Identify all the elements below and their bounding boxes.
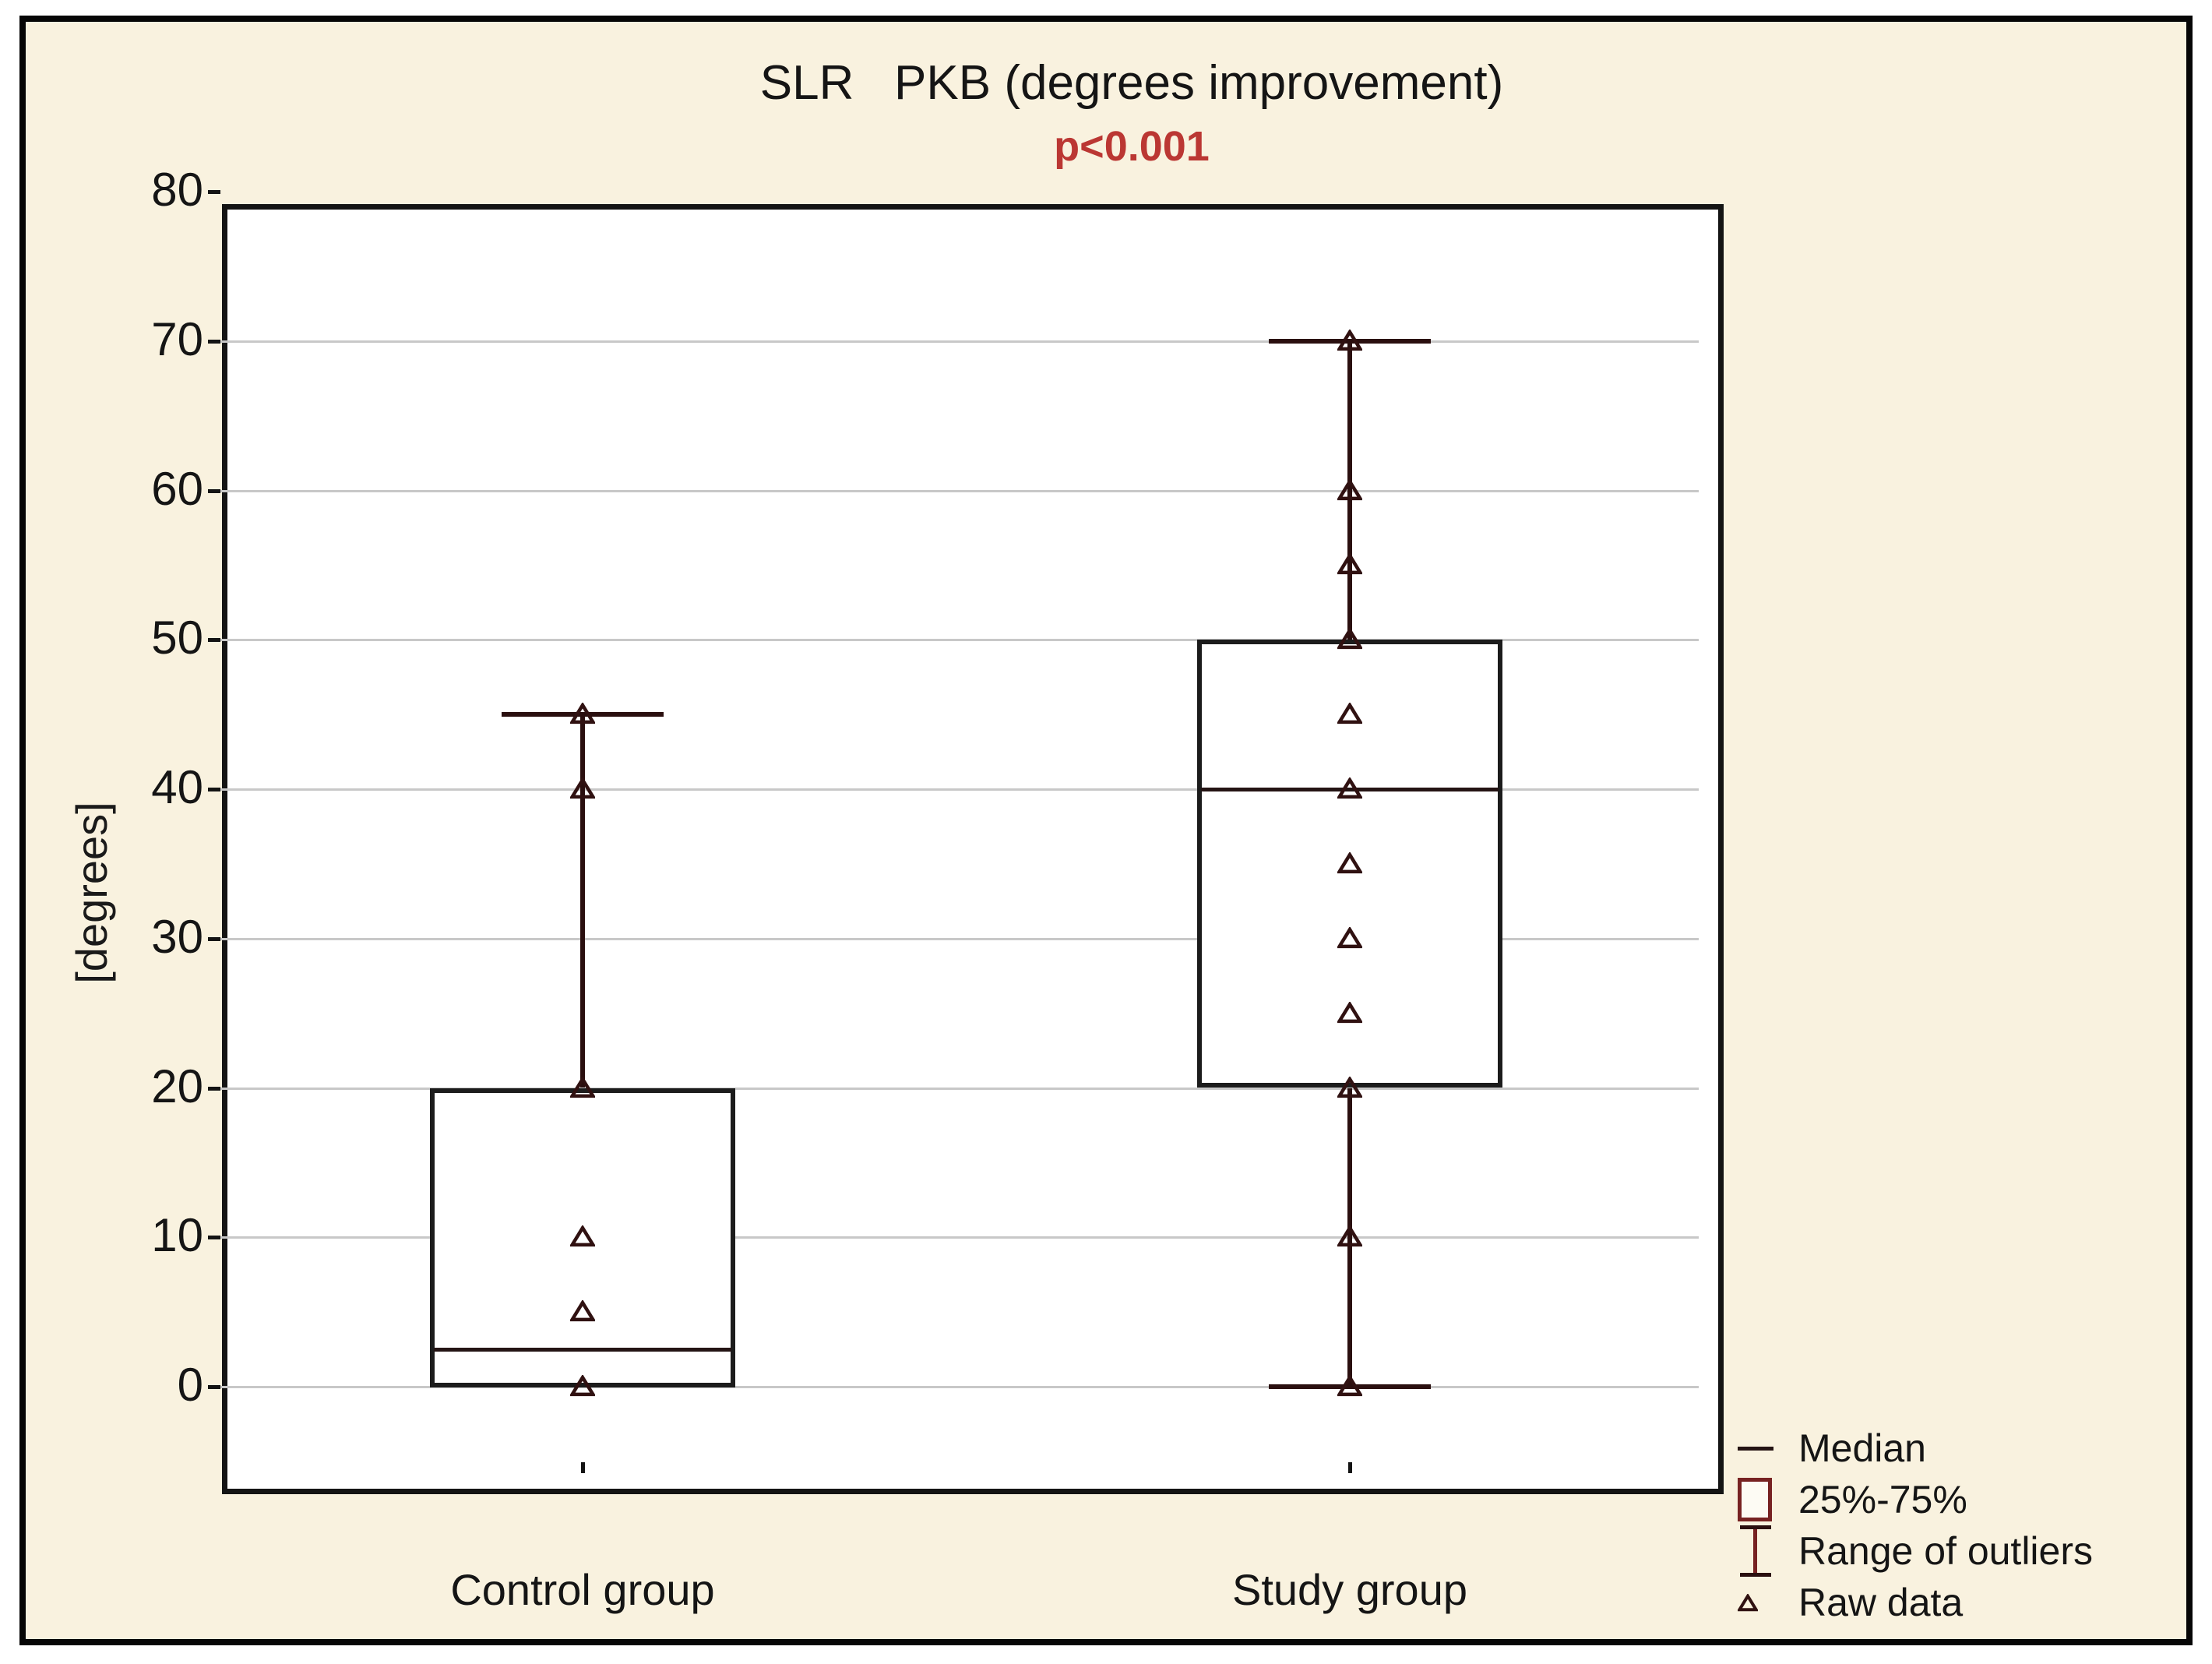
raw-data-point	[1336, 1000, 1364, 1024]
y-tick-70	[208, 340, 220, 344]
chart-title: SLR PKB (degrees improvement)	[759, 56, 1504, 110]
y-tick-30	[208, 937, 220, 941]
raw-data-point	[569, 1373, 597, 1397]
legend-item-whisker-range: Range of outliers	[1738, 1525, 2094, 1577]
legend-label: Median	[1798, 1426, 1926, 1470]
box-0	[430, 1088, 735, 1387]
gridline-0	[208, 1386, 1699, 1388]
y-tick-0	[208, 1385, 220, 1389]
raw-data-point	[1336, 851, 1364, 874]
whisker-lower-1	[1347, 1088, 1352, 1387]
raw-data-point	[1336, 776, 1364, 799]
box-icon	[1738, 1477, 1798, 1522]
box-1	[1197, 640, 1502, 1088]
y-tick-20	[208, 1087, 220, 1091]
raw-data-point	[1336, 478, 1364, 501]
y-tick-label-0: 0	[177, 1359, 203, 1411]
y-tick-60	[208, 489, 220, 493]
raw-data-point	[1336, 1075, 1364, 1098]
gridline-10	[208, 1236, 1699, 1239]
p-value-annotation: p<0.001	[1054, 123, 1210, 170]
gridline-70	[208, 340, 1699, 343]
raw-data-point	[569, 701, 597, 724]
raw-data-point	[1336, 701, 1364, 724]
raw-data-point	[1336, 1224, 1364, 1247]
legend-label: 25%-75%	[1798, 1478, 1967, 1521]
x-tick-1	[1348, 1462, 1352, 1473]
x-axis-label-0: Control group	[450, 1565, 715, 1614]
y-tick-80	[208, 190, 220, 194]
y-tick-label-10: 10	[151, 1209, 203, 1261]
whisker-range-icon	[1738, 1525, 1798, 1577]
median-line-1	[1201, 788, 1499, 791]
figure-frame: SLR PKB (degrees improvement) p<0.001 [d…	[19, 16, 2193, 1645]
gridline-30	[208, 938, 1699, 940]
y-tick-label-70: 70	[151, 313, 203, 365]
y-tick-10	[208, 1236, 220, 1239]
raw-data-point	[569, 776, 597, 799]
whisker-upper-0	[580, 714, 585, 1088]
whisker-cap-upper-1	[1269, 339, 1431, 344]
gridline-50	[208, 639, 1699, 641]
whisker-cap-upper-0	[502, 712, 664, 717]
gridline-40	[208, 788, 1699, 791]
y-tick-label-60: 60	[151, 463, 203, 515]
median-line-0	[434, 1348, 731, 1352]
raw-data-point	[569, 1299, 597, 1322]
median-line-icon	[1738, 1426, 1798, 1471]
raw-data-point	[569, 1224, 597, 1247]
legend-item-box: 25%-75%	[1738, 1477, 2093, 1522]
x-tick-0	[581, 1462, 585, 1473]
y-tick-50	[208, 638, 220, 642]
y-tick-label-80: 80	[151, 164, 203, 216]
triangle-icon	[1738, 1580, 1798, 1625]
x-axis-label-1: Study group	[1232, 1565, 1467, 1614]
legend-label: Range of outliers	[1798, 1529, 2094, 1573]
legend-label: Raw data	[1798, 1581, 1964, 1624]
legend-item-median-line: Median	[1738, 1426, 2093, 1471]
raw-data-point	[1336, 552, 1364, 575]
raw-data-point	[569, 1075, 597, 1098]
raw-data-point	[1336, 328, 1364, 351]
y-tick-label-30: 30	[151, 911, 203, 963]
y-tick-40	[208, 788, 220, 791]
whisker-cap-lower-1	[1269, 1384, 1431, 1389]
whisker-upper-1	[1347, 341, 1352, 640]
raw-data-point	[1336, 925, 1364, 949]
y-tick-label-40: 40	[151, 761, 203, 813]
y-tick-label-50: 50	[151, 612, 203, 664]
legend: Median 25%-75% Range of outliers Raw data	[1738, 1426, 2093, 1625]
gridline-60	[208, 490, 1699, 492]
legend-item-triangle: Raw data	[1738, 1580, 2093, 1625]
raw-data-point	[1336, 1373, 1364, 1397]
raw-data-point	[1336, 626, 1364, 650]
gridline-20	[208, 1088, 1699, 1090]
y-tick-label-20: 20	[151, 1060, 203, 1112]
